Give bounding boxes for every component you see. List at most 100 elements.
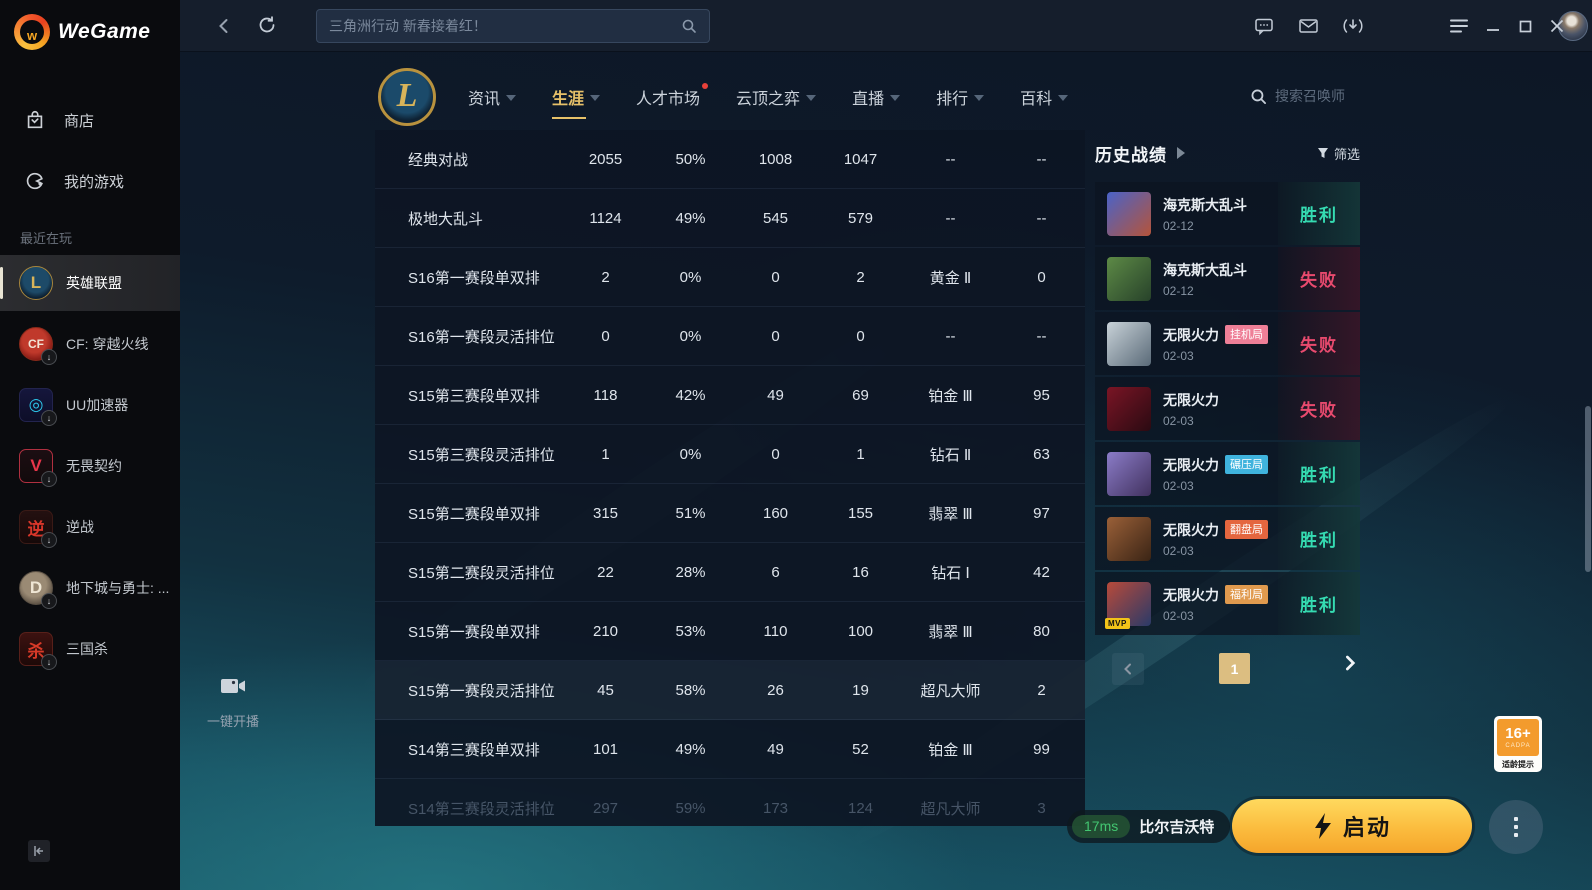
pagination-next-button[interactable] bbox=[1342, 655, 1358, 676]
wins-count: 0 bbox=[771, 445, 780, 463]
match-tag-badge: 翻盘局 bbox=[1225, 520, 1268, 539]
lol-tab-生涯[interactable]: 生涯 bbox=[552, 85, 601, 119]
refresh-icon bbox=[259, 16, 275, 33]
global-search-input[interactable]: 三角洲行动 新春接着红！ bbox=[316, 9, 710, 43]
losses-count: 52 bbox=[852, 740, 869, 758]
lol-tab-资讯[interactable]: 资讯 bbox=[468, 85, 517, 111]
stats-row[interactable]: S14第三赛段灵活排位 297 59% 173 124 超凡大师 3 bbox=[375, 779, 1085, 826]
maximize-button[interactable] bbox=[1515, 16, 1535, 36]
close-button[interactable] bbox=[1547, 16, 1567, 36]
games-count: 210 bbox=[592, 622, 619, 640]
sidebar-game-item[interactable]: CF ↓ CF: 穿越火线 bbox=[0, 316, 180, 372]
stats-row[interactable]: S15第二赛段灵活排位 22 28% 6 16 钻石 Ⅰ 42 bbox=[375, 543, 1085, 602]
match-info: 海克斯大乱斗 02-12 bbox=[1163, 195, 1278, 233]
stats-row[interactable]: S15第二赛段单双排 315 51% 160 155 翡翠 Ⅲ 97 bbox=[375, 484, 1085, 543]
wegame-logo[interactable]: w WeGame bbox=[14, 14, 151, 50]
lol-tab-直播[interactable]: 直播 bbox=[852, 85, 901, 111]
downloads-button[interactable] bbox=[1342, 15, 1364, 37]
sidebar-game-item[interactable]: D ↓ 地下城与勇士: ... bbox=[0, 560, 180, 616]
wins-count: 173 bbox=[762, 800, 789, 817]
stats-row[interactable]: 经典对战 2055 50% 1008 1047 -- -- bbox=[375, 130, 1085, 189]
stats-row[interactable]: 极地大乱斗 1124 49% 545 579 -- -- bbox=[375, 189, 1085, 248]
tab-label: 百科 bbox=[1020, 91, 1053, 108]
match-history-item[interactable]: 海克斯大乱斗 02-12 失败 bbox=[1095, 247, 1360, 310]
stats-row[interactable]: S15第一赛段灵活排位 45 58% 26 19 超凡大师 2 bbox=[375, 661, 1085, 720]
champion-avatar bbox=[1107, 516, 1151, 561]
summoner-search-input[interactable]: 搜索召唤师 bbox=[1250, 86, 1345, 106]
rank-points: 97 bbox=[1033, 504, 1050, 522]
tab-label: 云顶之弈 bbox=[736, 91, 801, 108]
refresh-button[interactable] bbox=[254, 12, 280, 38]
pagination-prev-button[interactable] bbox=[1112, 653, 1144, 685]
match-info: 无限火力 02-03 bbox=[1163, 390, 1278, 428]
match-history-item[interactable]: MVP 无限火力 福利局 02-03 胜利 bbox=[1095, 572, 1360, 635]
match-history-item[interactable]: 无限火力 02-03 失败 bbox=[1095, 377, 1360, 440]
my-games-icon bbox=[26, 172, 43, 190]
sidebar-game-item[interactable]: ◎ ↓ UU加速器 bbox=[0, 377, 180, 433]
launch-game-button[interactable]: 启动 bbox=[1232, 799, 1472, 853]
one-click-stream-button[interactable]: 一键开播 bbox=[188, 674, 278, 730]
sidebar-item-store[interactable]: 商店 bbox=[0, 98, 180, 142]
sidebar-collapse-button[interactable] bbox=[28, 840, 50, 862]
match-history-item[interactable]: 无限火力 翻盘局 02-03 胜利 bbox=[1095, 507, 1360, 570]
messages-button[interactable] bbox=[1253, 15, 1275, 37]
stats-row[interactable]: S15第三赛段灵活排位 1 0% 0 1 钻石 Ⅱ 63 bbox=[375, 425, 1085, 484]
stats-row[interactable]: S15第三赛段单双排 118 42% 49 69 铂金 Ⅲ 95 bbox=[375, 366, 1085, 425]
user-avatar[interactable] bbox=[1558, 11, 1588, 41]
champion-avatar bbox=[1107, 386, 1151, 431]
match-history-item[interactable]: 无限火力 挂机局 02-03 失败 bbox=[1095, 312, 1360, 375]
lol-tab-人才市场[interactable]: 人才市场 bbox=[636, 83, 709, 111]
mvp-badge: MVP bbox=[1105, 617, 1130, 629]
losses-count: 2 bbox=[856, 268, 865, 286]
download-manager-icon bbox=[1343, 19, 1363, 33]
mode-name: S15第三赛段单双排 bbox=[408, 387, 540, 405]
mail-button[interactable] bbox=[1297, 15, 1319, 37]
history-expand-arrow-icon[interactable] bbox=[1177, 147, 1185, 159]
match-list: 海克斯大乱斗 02-12 胜利 海克斯大乱斗 02-12 失败 无限火力 挂机局 02-03 失败… bbox=[1095, 182, 1360, 635]
games-count: 45 bbox=[597, 681, 614, 699]
stats-row[interactable]: S16第一赛段灵活排位 0 0% 0 0 -- -- bbox=[375, 307, 1085, 366]
lol-tab-百科[interactable]: 百科 bbox=[1020, 85, 1069, 111]
rank-points: 2 bbox=[1037, 681, 1046, 699]
rank-points: 3 bbox=[1037, 800, 1046, 817]
sidebar-game-item[interactable]: V ↓ 无畏契约 bbox=[0, 438, 180, 494]
match-history-item[interactable]: 海克斯大乱斗 02-12 胜利 bbox=[1095, 182, 1360, 245]
wins-count: 0 bbox=[771, 268, 780, 286]
main-menu-button[interactable] bbox=[1448, 16, 1470, 36]
match-history-item[interactable]: 无限火力 碾压局 02-03 胜利 bbox=[1095, 442, 1360, 505]
minimize-button[interactable] bbox=[1483, 16, 1503, 36]
lol-tab-排行[interactable]: 排行 bbox=[936, 85, 985, 111]
match-tag-badge: 挂机局 bbox=[1225, 325, 1268, 344]
wins-count: 6 bbox=[771, 563, 780, 581]
stats-row[interactable]: S14第三赛段单双排 101 49% 49 52 铂金 Ⅲ 99 bbox=[375, 720, 1085, 779]
wins-count: 49 bbox=[767, 740, 784, 758]
lol-game-logo[interactable]: L bbox=[378, 68, 436, 126]
lol-tab-云顶之弈[interactable]: 云顶之弈 bbox=[736, 85, 817, 111]
pagination-page-1[interactable]: 1 bbox=[1219, 653, 1250, 684]
more-options-button[interactable] bbox=[1489, 800, 1543, 854]
sidebar-game-item[interactable]: 杀 ↓ 三国杀 bbox=[0, 621, 180, 677]
stats-row[interactable]: S15第一赛段单双排 210 53% 110 100 翡翠 Ⅲ 80 bbox=[375, 602, 1085, 661]
game-icon: D ↓ bbox=[19, 571, 57, 609]
vertical-scrollbar-thumb[interactable] bbox=[1585, 406, 1591, 572]
losses-count: 100 bbox=[847, 622, 874, 640]
download-badge-icon: ↓ bbox=[41, 654, 57, 670]
game-icon: L bbox=[19, 266, 53, 300]
filter-button[interactable]: 筛选 bbox=[1317, 144, 1360, 163]
game-icon: V ↓ bbox=[19, 449, 57, 487]
match-result: 失败 bbox=[1278, 247, 1360, 310]
server-ping-indicator[interactable]: 17ms 比尔吉沃特 bbox=[1067, 810, 1231, 843]
match-date: 02-03 bbox=[1163, 478, 1194, 493]
tab-label: 直播 bbox=[852, 91, 885, 108]
back-button[interactable] bbox=[212, 14, 236, 38]
stats-row[interactable]: S16第一赛段单双排 2 0% 0 2 黄金 Ⅱ 0 bbox=[375, 248, 1085, 307]
mode-name: S14第三赛段灵活排位 bbox=[408, 801, 555, 818]
chevron-down-icon bbox=[1058, 95, 1069, 101]
search-icon[interactable] bbox=[681, 18, 697, 34]
sidebar-game-item[interactable]: L 英雄联盟 bbox=[0, 255, 180, 311]
rank-tier: 超凡大师 bbox=[920, 801, 981, 818]
sidebar-game-item[interactable]: 逆 ↓ 逆战 bbox=[0, 499, 180, 555]
sidebar-item-my-games[interactable]: 我的游戏 bbox=[0, 159, 180, 203]
tab-label: 生涯 bbox=[552, 91, 585, 108]
win-rate: 49% bbox=[675, 209, 706, 227]
